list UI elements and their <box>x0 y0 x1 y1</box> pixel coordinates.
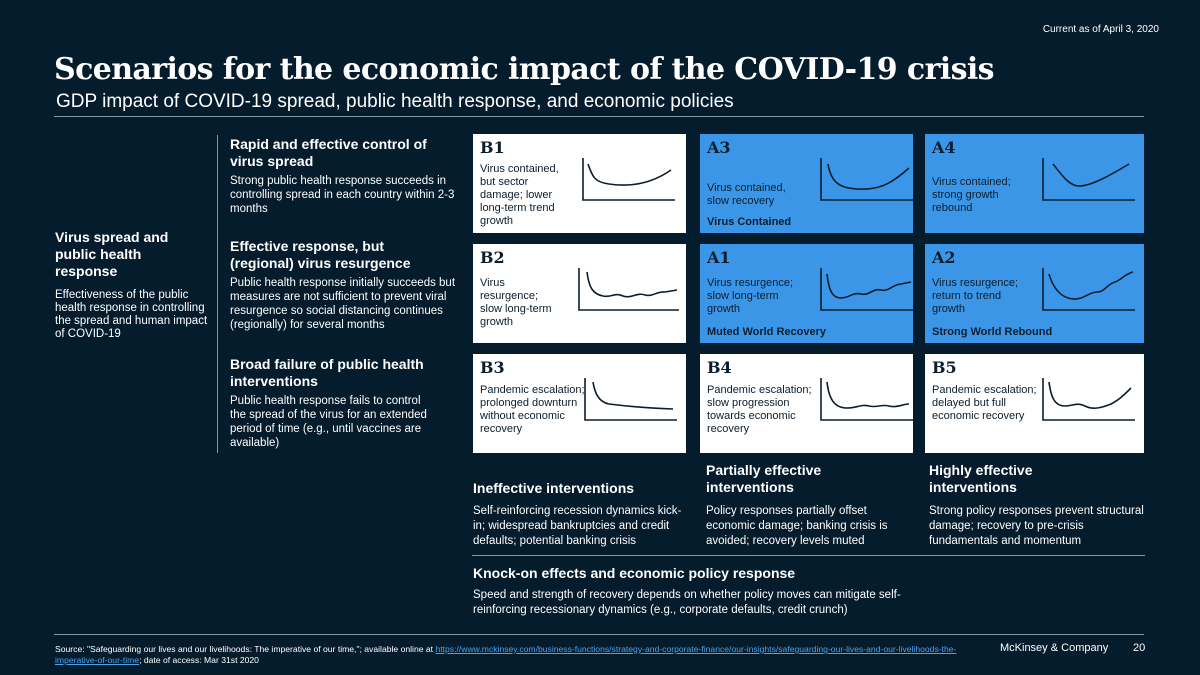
scenario-cell-a4: A4 Virus contained; strong growth reboun… <box>925 134 1144 233</box>
column-heading-partial: Partially effective interventions <box>706 462 822 495</box>
knock-on-body: Speed and strength of recovery depends o… <box>473 589 901 616</box>
scenario-cell-a1: A1 Virus resurgence; slow long-term grow… <box>700 244 913 343</box>
scenario-cell-b2: B2 Virus resurgence; slow long-term grow… <box>473 244 686 343</box>
gdp-curve-icon <box>582 158 675 201</box>
scenario-description: Pandemic escalation; prolonged downturn … <box>480 384 585 435</box>
current-as-of-date: Current as of April 3, 2020 <box>1042 24 1159 35</box>
left-axis-heading: Virus spread and public health response <box>55 229 169 279</box>
column-heading-highly-effective: Highly effective interventions <box>929 462 1033 495</box>
scenario-cell-b4: B4 Pandemic escalation; slow progression… <box>700 354 913 453</box>
column-heading-ineffective: Ineffective interventions <box>473 480 635 496</box>
scenario-label: A2 <box>932 248 956 267</box>
section-divider <box>472 555 1145 556</box>
source-prefix: Source: "Safeguarding our lives and our … <box>55 644 434 654</box>
scenario-description: Virus resurgence; return to trend growth <box>932 277 1019 315</box>
scenario-description: Virus contained, but sector damage; lowe… <box>480 163 559 227</box>
source-link[interactable]: https://www.mckinsey.com/business-functi… <box>55 644 957 665</box>
gdp-curve-icon <box>820 158 913 201</box>
column-body-partial: Policy responses partially offset econom… <box>706 505 888 547</box>
gdp-curve-icon <box>1042 158 1135 201</box>
column-body-highly-effective: Strong policy responses prevent structur… <box>929 505 1144 547</box>
scenario-label: A3 <box>707 138 731 157</box>
scenario-description: Virus contained; strong growth rebound <box>932 176 1011 214</box>
gdp-curve-icon <box>1042 378 1135 421</box>
scenario-label: B5 <box>932 358 957 377</box>
row-body-rapid-control: Strong public health response succeeds i… <box>230 175 455 215</box>
source-suffix: ; date of access: Mar 31st 2020 <box>139 655 259 665</box>
scenario-description: Virus resurgence; slow long-term growth <box>480 277 552 328</box>
scenario-cell-b5: B5 Pandemic escalation; delayed but full… <box>925 354 1144 453</box>
scenario-label: A4 <box>932 138 956 157</box>
scenario-cell-a2: A2 Virus resurgence; return to trend gro… <box>925 244 1144 343</box>
source-note: Source: "Safeguarding our lives and our … <box>55 644 985 666</box>
row-heading-broad-failure: Broad failure of public health intervent… <box>230 356 424 389</box>
gdp-curve-icon <box>820 268 913 311</box>
scenario-label: B4 <box>707 358 732 377</box>
header-divider <box>54 116 1144 117</box>
scenario-cell-b1: B1 Virus contained, but sector damage; l… <box>473 134 686 233</box>
scenario-tag: Strong World Rebound <box>932 326 1053 338</box>
scenario-description: Virus resurgence; slow long-term growth <box>707 277 794 315</box>
row-divider-line <box>217 135 218 453</box>
gdp-curve-icon <box>584 378 677 421</box>
gdp-curve-icon <box>1042 268 1135 311</box>
gdp-curve-icon <box>578 268 679 311</box>
scenario-cell-b3: B3 Pandemic escalation; prolonged downtu… <box>473 354 686 453</box>
scenario-label: B1 <box>480 138 505 157</box>
page-subtitle: GDP impact of COVID-19 spread, public he… <box>56 91 734 112</box>
page-number: 20 <box>1133 642 1146 654</box>
gdp-curve-icon <box>820 378 913 421</box>
scenario-tag: Muted World Recovery <box>707 326 826 338</box>
scenario-label: A1 <box>707 248 731 267</box>
scenario-label: B3 <box>480 358 505 377</box>
page-title: Scenarios for the economic impact of the… <box>54 52 995 87</box>
footer-divider <box>54 634 1144 635</box>
scenario-description: Pandemic escalation; slow progression to… <box>707 384 812 435</box>
scenario-label: B2 <box>480 248 505 267</box>
row-body-resurgence: Public health response initially succeed… <box>230 277 456 331</box>
knock-on-heading: Knock-on effects and economic policy res… <box>473 565 796 581</box>
column-body-ineffective: Self-reinforcing recession dynamics kick… <box>473 505 682 547</box>
scenario-tag: Virus Contained <box>707 216 792 228</box>
scenario-cell-a3: A3 Virus contained, slow recovery Virus … <box>700 134 913 233</box>
row-heading-resurgence: Effective response, but (regional) virus… <box>230 238 411 271</box>
scenario-description: Pandemic escalation; delayed but full ec… <box>932 384 1037 422</box>
row-heading-rapid-control: Rapid and effective control of virus spr… <box>230 136 427 169</box>
scenario-description: Virus contained, slow recovery <box>707 182 786 207</box>
row-body-broad-failure: Public health response fails to control … <box>230 395 427 449</box>
left-axis-description: Effectiveness of the public health respo… <box>55 289 208 340</box>
brand-name: McKinsey & Company <box>1000 642 1109 654</box>
